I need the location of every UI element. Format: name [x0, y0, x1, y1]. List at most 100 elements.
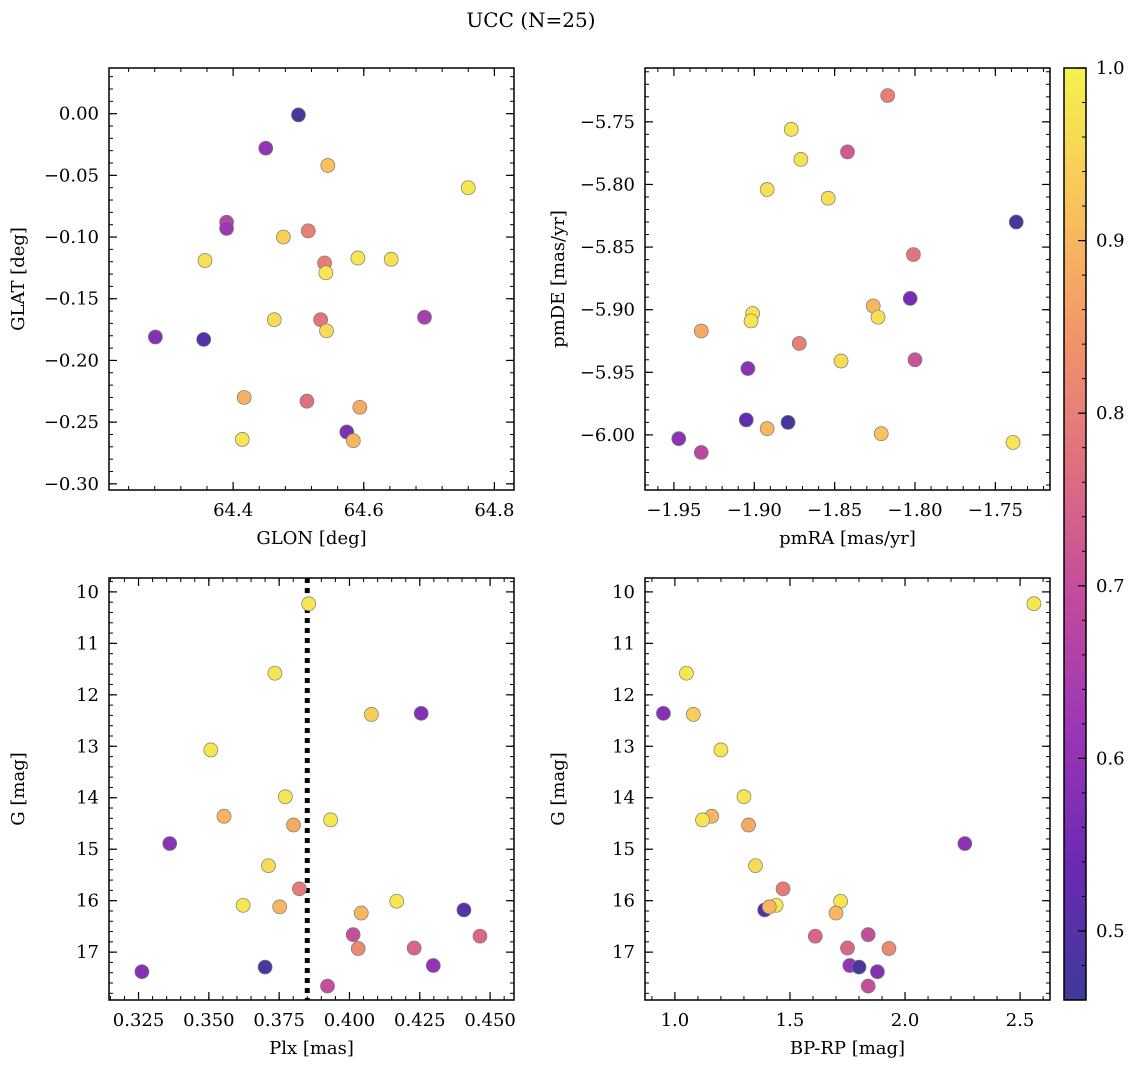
x-tick-label: 0.425	[394, 1010, 446, 1031]
x-tick-label: 64.8	[474, 500, 514, 521]
y-tick-label: −5.80	[580, 174, 635, 195]
y-tick-label: 12	[76, 685, 99, 706]
scatter-point	[741, 817, 756, 833]
x-tick-label: −1.90	[727, 500, 782, 521]
scatter-point	[134, 964, 150, 980]
axes-frame	[108, 67, 515, 491]
scatter-point	[736, 789, 752, 805]
y-tick-label: 17	[76, 942, 99, 963]
colorbar-tick-label: 0.5	[1096, 921, 1125, 942]
x-tick-label: 64.4	[213, 500, 253, 521]
x-tick-label: 0.350	[183, 1010, 235, 1031]
scatter-point	[276, 229, 291, 245]
x-tick-label: −1.95	[646, 500, 701, 521]
scatter-panel-4: 1.0 1.5 2.0 2.5 10 11 12 13 14 15 16 17 BP-RP [mag] G…	[548, 577, 1051, 1059]
scatter-point	[383, 251, 399, 267]
scatter-point	[743, 313, 759, 329]
y-tick-label: −5.75	[580, 112, 635, 133]
scatter-point	[851, 959, 867, 975]
scatter-point	[807, 928, 823, 944]
minor-ticks	[109, 578, 514, 1000]
data-points	[148, 107, 476, 448]
scatter-point	[881, 941, 897, 956]
x-tick-label: 2.5	[1006, 1010, 1035, 1031]
y-tick-label: −0.10	[44, 227, 99, 248]
scatter-point	[277, 789, 293, 805]
scatter-point	[957, 836, 973, 851]
scatter-point	[413, 705, 429, 721]
y-tick-label: 15	[612, 839, 635, 860]
scatter-point	[291, 107, 306, 123]
colorbar-gradient	[1063, 67, 1087, 1001]
axes-frame	[644, 577, 1051, 1001]
scatter-panel-3: 0.325 0.350 0.375 0.400 0.425 0.450 10 11 12 13 14…	[8, 577, 516, 1059]
scatter-point	[840, 144, 855, 160]
scatter-point	[234, 432, 250, 447]
scatter-point	[693, 445, 709, 460]
x-axis-label: pmRA [mas/yr]	[779, 528, 916, 549]
x-tick-label: 0.325	[113, 1010, 165, 1031]
scatter-point	[272, 899, 288, 915]
scatter-point	[870, 309, 886, 325]
scatter-point	[389, 893, 405, 909]
scatter-point	[748, 858, 763, 874]
x-tick-label: 0.450	[464, 1010, 516, 1031]
y-tick-label: −5.95	[580, 362, 635, 383]
colorbar-tick-label: 0.7	[1096, 576, 1125, 597]
scatter-point	[318, 265, 334, 281]
scatter-point	[1026, 596, 1042, 612]
scatter-point	[267, 665, 283, 681]
scatter-point	[870, 964, 885, 980]
scatter-point	[203, 742, 219, 758]
y-axis-label: G [mag]	[8, 752, 29, 825]
scatter-point	[679, 665, 694, 681]
scatter-point	[197, 253, 213, 268]
scatter-point	[840, 940, 855, 956]
scatter-point	[693, 323, 709, 339]
y-tick-label: 14	[612, 788, 635, 809]
scatter-point	[345, 433, 361, 448]
scatter-point	[759, 421, 775, 436]
scatter-point	[775, 881, 791, 897]
y-tick-label: −6.00	[580, 425, 635, 446]
scatter-point	[780, 415, 796, 430]
data-points	[656, 596, 1042, 994]
scatter-point	[236, 390, 252, 405]
scatter-point	[216, 808, 232, 824]
y-axis-label: pmDE [mas/yr]	[548, 210, 569, 348]
colorbar: 0.5 0.6 0.7 0.8 0.9 1.0	[1063, 58, 1125, 1001]
x-tick-label: 0.400	[324, 1010, 376, 1031]
y-tick-label: 16	[612, 891, 635, 912]
y-tick-label: −5.85	[580, 237, 635, 258]
y-tick-label: 16	[76, 891, 99, 912]
scatter-point	[292, 881, 307, 897]
scatter-point	[860, 927, 876, 942]
scatter-point	[319, 323, 334, 339]
y-tick-label: 11	[76, 633, 99, 654]
y-tick-label: 17	[612, 942, 635, 963]
scatter-point	[350, 250, 366, 266]
colorbar-tick-label: 1.0	[1096, 58, 1125, 79]
scatter-point	[320, 978, 335, 994]
scatter-point	[833, 353, 849, 369]
y-tick-label: 15	[76, 839, 99, 860]
axes-frame	[108, 577, 515, 1001]
scatter-point	[353, 905, 369, 921]
scatter-point	[828, 905, 844, 921]
data-points	[671, 88, 1024, 460]
x-tick-label: 2.0	[891, 1010, 920, 1031]
colorbar-tick-label: 0.9	[1096, 231, 1125, 252]
scatter-point	[257, 959, 273, 975]
scatter-point	[266, 312, 282, 328]
scatter-point	[738, 412, 754, 428]
scatter-point	[860, 978, 876, 994]
y-tick-label: 12	[612, 685, 635, 706]
scatter-point	[793, 152, 809, 167]
scatter-point	[258, 140, 274, 156]
y-tick-label: 10	[76, 582, 99, 603]
y-axis-label: G [mag]	[548, 752, 569, 825]
x-tick-label: −1.80	[887, 500, 942, 521]
scatter-point	[740, 361, 756, 376]
scatter-point	[902, 291, 918, 306]
